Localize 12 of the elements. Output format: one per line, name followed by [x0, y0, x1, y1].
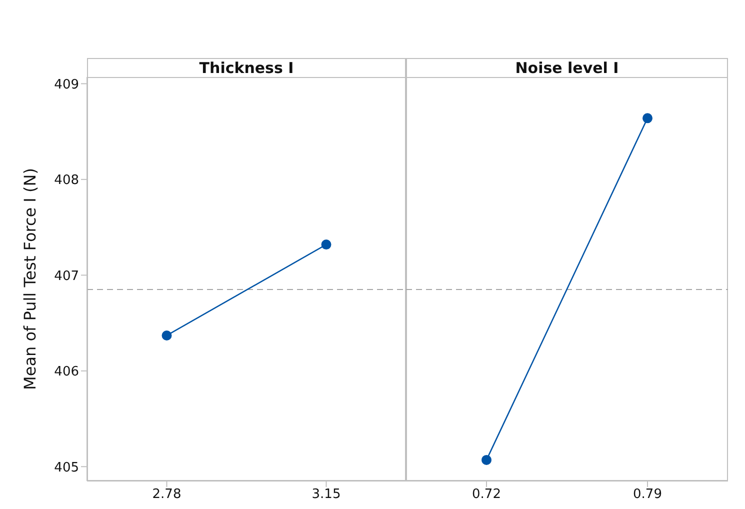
- chart-title: Noise level I: [406, 58, 728, 77]
- y-tick-label: 409: [54, 77, 79, 92]
- x-tick-label: 0.79: [633, 487, 662, 502]
- chart-title: Thickness I: [87, 58, 406, 77]
- y-tick-label: 406: [54, 364, 79, 380]
- y-axis-title: Mean of Pull Test Force I (N): [20, 168, 40, 390]
- x-tick-label: 2.78: [152, 487, 182, 502]
- x-tick-label: 3.15: [312, 487, 341, 502]
- x-tick-label: 0.72: [472, 487, 501, 502]
- y-tick-label: 408: [54, 173, 79, 188]
- y-tick-label: 407: [54, 268, 79, 284]
- y-tick-label: 405: [54, 460, 79, 476]
